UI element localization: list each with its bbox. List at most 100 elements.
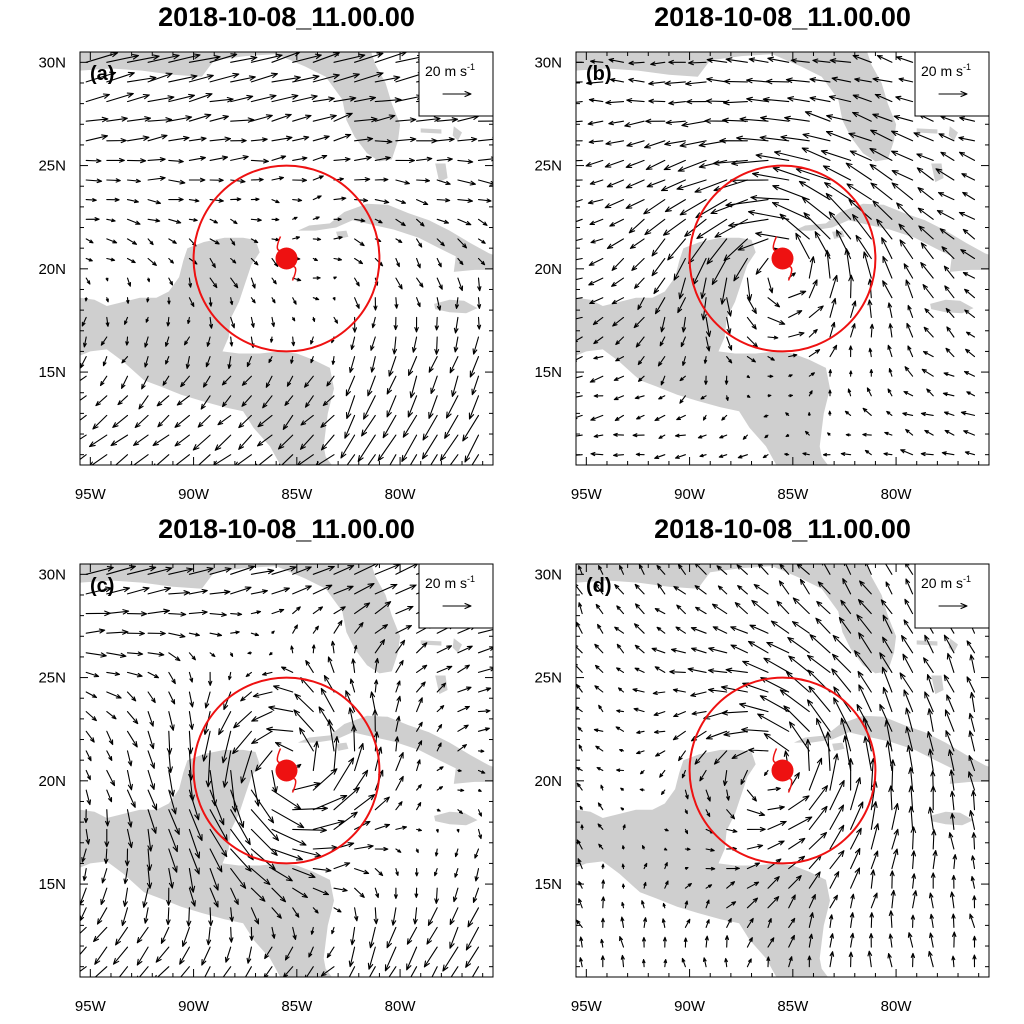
wind-vector [619, 564, 625, 575]
wind-vector [895, 95, 914, 103]
wind-vector [637, 297, 645, 311]
wind-vector [964, 309, 976, 318]
wind-vector [445, 395, 459, 419]
wind-vector [694, 750, 707, 765]
wind-vector [798, 180, 831, 201]
wind-vector [905, 726, 914, 752]
wind-vector [691, 647, 707, 654]
wind-vector [126, 297, 130, 304]
wind-vector [106, 257, 116, 262]
hurricane-symbol [771, 236, 794, 281]
land-mass [435, 163, 448, 183]
wind-vector [714, 218, 748, 238]
wind-vector [85, 238, 94, 244]
wind-vector [230, 316, 235, 329]
wind-vector [848, 274, 854, 299]
wind-vector [416, 681, 426, 693]
wind-vector [887, 388, 893, 397]
wind-vector [850, 801, 864, 830]
wind-vector [962, 191, 976, 201]
wind-vector [221, 395, 232, 408]
wind-vector [711, 257, 728, 286]
wind-vector [625, 159, 645, 168]
lon-tick-label: 80W [385, 998, 417, 1015]
wind-vector [840, 717, 852, 752]
wind-vector [333, 133, 352, 142]
wind-vector [705, 730, 728, 740]
wind-vector [788, 394, 794, 398]
wind-vector [374, 823, 391, 830]
wind-vector [201, 946, 211, 966]
wind-vector [601, 879, 606, 889]
wind-vector [209, 589, 231, 595]
wind-vector [224, 946, 232, 963]
wind-vector [870, 892, 878, 909]
wind-vector [844, 410, 852, 416]
wind-vector [587, 120, 604, 126]
wind-vector [843, 564, 852, 575]
wind-vector [938, 133, 955, 142]
land-mass [434, 811, 478, 826]
wind-vector [188, 55, 221, 63]
wind-vector [238, 434, 252, 450]
wind-vector [312, 867, 332, 873]
wind-vector [271, 217, 280, 222]
wind-vector [436, 808, 441, 812]
wind-vector [449, 926, 459, 949]
wind-vector [415, 848, 419, 854]
wind-vector [720, 277, 728, 305]
wind-vector [106, 609, 130, 615]
wind-vector [209, 136, 232, 142]
wind-vector [354, 218, 366, 223]
wind-vector [576, 621, 583, 634]
wind-vector [354, 622, 364, 634]
wind-vector [333, 862, 351, 870]
wind-vector [238, 414, 252, 429]
wind-vector [106, 54, 140, 63]
wind-vector [374, 52, 408, 63]
wind-vector [594, 685, 604, 693]
wind-vector [340, 434, 356, 459]
wind-vector [147, 630, 166, 636]
wind-vector [924, 634, 934, 654]
wind-vector [594, 643, 604, 654]
wind-vector [395, 624, 412, 634]
wind-vector [578, 880, 583, 889]
wind-vector [147, 711, 154, 727]
wind-vector [808, 757, 823, 791]
wind-vector [965, 348, 976, 358]
wind-vector [741, 727, 769, 733]
wind-vector [930, 872, 936, 889]
wind-vector [468, 395, 480, 420]
wind-vector [593, 728, 604, 733]
wind-vector [464, 434, 480, 463]
wind-vector [436, 117, 459, 123]
wind-vector [588, 257, 604, 266]
wind-vector [576, 683, 583, 693]
wind-vector [393, 887, 398, 899]
wind-vector [576, 663, 583, 673]
wind-vector [209, 828, 228, 858]
wind-vector [905, 707, 914, 732]
wind-vector [206, 336, 211, 347]
wind-vector [104, 828, 110, 848]
wind-vector [891, 828, 899, 850]
wind-vector [910, 914, 916, 928]
wind-vector [292, 585, 312, 595]
wind-vector [423, 946, 438, 968]
wind-vector [651, 257, 666, 277]
panel-a: 95W 90W 85W 80W15N20N25N30N2018-10-08_11.00… [38, 2, 494, 503]
wind-vector [739, 116, 769, 123]
wind-vector [829, 297, 837, 318]
wind-vector [726, 297, 733, 317]
wind-vector [601, 896, 606, 909]
wind-vector [395, 695, 402, 713]
storm-radius-ring [192, 164, 381, 353]
wind-vector [848, 199, 872, 220]
wind-vector [585, 159, 604, 167]
wind-vector [890, 889, 896, 909]
wind-vector [684, 809, 688, 815]
wind-vector [734, 602, 748, 615]
wind-vector [614, 626, 625, 634]
lat-tick-label: 30N [38, 54, 66, 71]
